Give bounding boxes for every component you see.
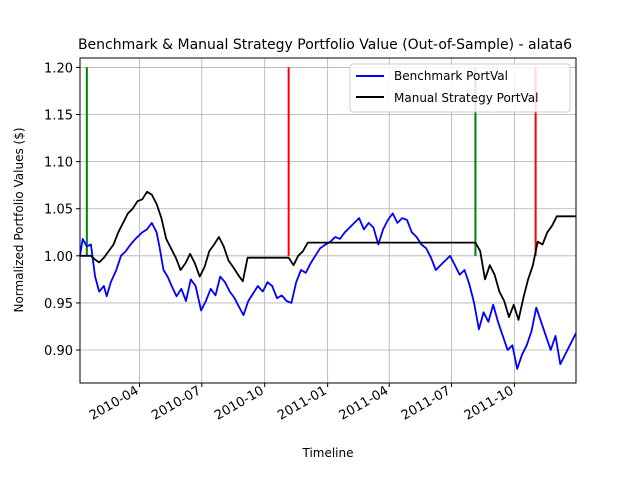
y-tick-label: 0.90 (44, 344, 73, 359)
y-tick-label: 1.20 (44, 61, 73, 76)
legend: Benchmark PortVal Manual Strategy PortVa… (349, 63, 571, 113)
manual-strategy-series-line (80, 190, 576, 321)
series-lines (79, 190, 577, 370)
chart-title: Benchmark & Manual Strategy Portfolio Va… (78, 37, 572, 53)
y-axis-label: Normalized Portfolio Values ($) (12, 127, 26, 312)
y-tick-label: 0.95 (44, 297, 73, 312)
y-tick-label: 1.00 (44, 250, 73, 265)
y-axis-ticks: 0.90 0.95 1.00 1.05 1.10 1.15 1.20 (44, 61, 80, 359)
legend-label-manual-strategy: Manual Strategy PortVal (394, 91, 538, 105)
benchmark-series-line (79, 212, 577, 370)
y-tick-label: 1.15 (44, 109, 73, 124)
legend-label-benchmark: Benchmark PortVal (394, 69, 508, 83)
y-tick-label: 1.10 (44, 156, 73, 171)
x-axis-label: Timeline (301, 446, 353, 460)
y-tick-label: 1.05 (44, 203, 73, 218)
legend-box (349, 63, 571, 113)
